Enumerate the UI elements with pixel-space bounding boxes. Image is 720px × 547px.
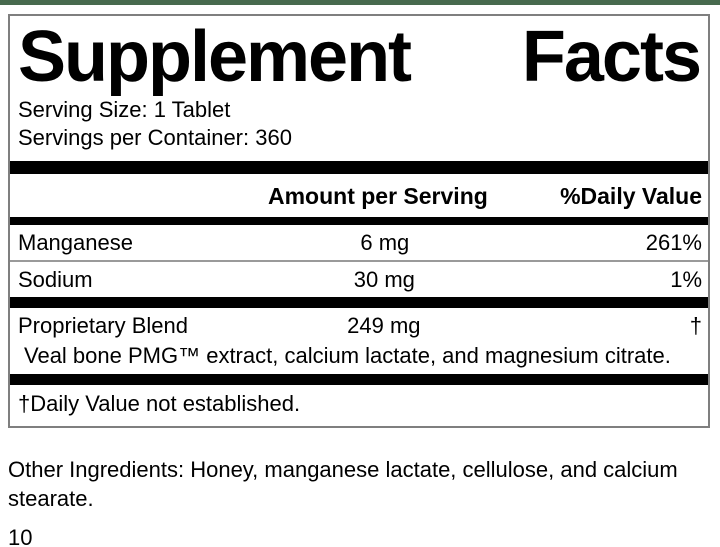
nutrient-name: Proprietary Blend [18,313,188,338]
header-divider [10,217,708,225]
daily-value-header: %Daily Value [560,183,702,209]
supplement-facts-panel: Supplement Facts Serving Size: 1 Tablet … [8,14,710,428]
nutrient-name: Manganese [18,230,133,255]
thick-divider-top [10,161,708,174]
nutrient-daily-value: 1% [670,267,702,292]
table-row: Sodium 30 mg 1% [16,262,702,297]
blend-description: Veal bone PMG™ extract, calcium lactate,… [24,343,671,368]
thick-divider-middle [10,297,708,308]
top-accent-bar [0,0,720,5]
panel-title: Supplement Facts [16,16,702,96]
nutrient-amount: 30 mg [353,267,415,292]
serving-size-text: Serving Size: 1 Tablet [18,97,231,122]
nutrient-amount: 249 mg [347,313,421,338]
amount-per-serving-header: Amount per Serving [267,183,488,209]
table-row: Manganese 6 mg 261% [16,225,702,260]
title-word-supplement: Supplement [18,17,412,97]
daily-value-footnote: †Daily Value not established. [18,391,301,416]
nutrient-amount: 6 mg [360,230,410,255]
other-ingredients-text: Other Ingredients: Honey, manganese lact… [8,457,678,511]
thick-divider-bottom [10,374,708,385]
table-row: Proprietary Blend 249 mg † [16,308,702,343]
serving-info: Serving Size: 1 Tablet Servings per Cont… [16,96,702,152]
nutrient-name: Sodium [18,267,93,292]
nutrient-daily-value: † [689,313,702,338]
page-number: 10 [8,525,33,547]
nutrient-daily-value: 261% [645,230,702,255]
servings-per-container-text: Servings per Container: 360 [18,125,292,150]
thin-row-divider [10,260,708,262]
title-word-facts: Facts [521,17,702,97]
column-header-row: Amount per Serving %Daily Value [16,174,702,217]
